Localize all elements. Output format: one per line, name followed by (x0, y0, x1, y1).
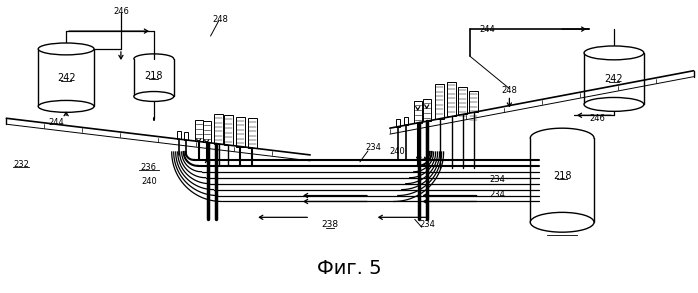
Text: 234: 234 (489, 190, 505, 199)
Ellipse shape (584, 98, 644, 111)
Text: 244: 244 (48, 118, 64, 127)
Text: 246: 246 (589, 114, 605, 123)
Text: 242: 242 (57, 73, 75, 83)
Bar (458, 87, 467, 115)
Text: 248: 248 (501, 86, 517, 95)
Bar (236, 117, 245, 146)
Ellipse shape (584, 46, 644, 60)
Bar (469, 91, 478, 112)
Text: 218: 218 (553, 171, 572, 181)
Bar (435, 84, 444, 119)
Text: 236: 236 (141, 163, 157, 172)
Text: 232: 232 (13, 160, 29, 169)
Text: Фиг. 5: Фиг. 5 (317, 259, 381, 278)
Ellipse shape (38, 100, 94, 112)
Text: 238: 238 (322, 220, 339, 229)
Bar (177, 131, 181, 139)
Bar (447, 82, 456, 117)
Text: 234: 234 (365, 144, 381, 152)
Text: 240: 240 (141, 177, 156, 186)
Text: 234: 234 (419, 220, 436, 229)
Text: 242: 242 (604, 74, 623, 84)
Bar (396, 119, 400, 127)
Ellipse shape (134, 91, 174, 101)
Bar (184, 132, 188, 140)
Bar (423, 99, 431, 121)
Text: 248: 248 (213, 15, 228, 24)
Bar (403, 117, 408, 125)
Bar (195, 120, 202, 142)
Bar (248, 118, 257, 148)
Text: 244: 244 (480, 25, 496, 34)
Bar (224, 115, 233, 145)
Text: 240: 240 (390, 147, 406, 156)
Ellipse shape (38, 43, 94, 55)
Bar (202, 121, 211, 142)
Ellipse shape (530, 212, 594, 232)
Text: 246: 246 (113, 7, 129, 16)
Text: 218: 218 (144, 71, 163, 81)
Bar (414, 101, 422, 123)
Text: 234: 234 (489, 175, 505, 184)
Bar (214, 114, 223, 144)
